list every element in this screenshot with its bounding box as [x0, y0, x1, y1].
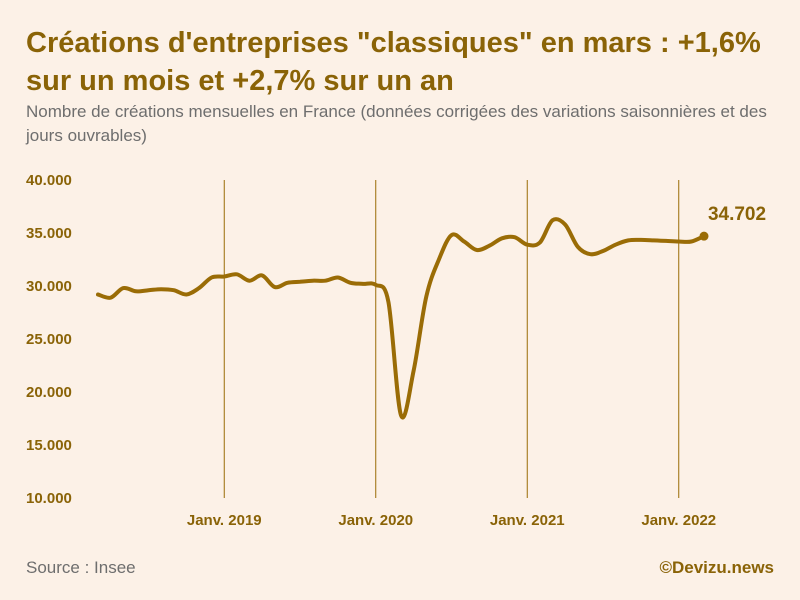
x-tick-label: Janv. 2022 [641, 512, 716, 529]
x-tick-label: Janv. 2021 [490, 512, 565, 529]
credit-logo: ©Devizu.news [659, 558, 774, 577]
y-tick-label: 30.000 [26, 278, 72, 295]
gridlines [223, 180, 680, 498]
y-tick-label: 15.000 [26, 437, 72, 454]
y-tick-label: 10.000 [26, 490, 72, 507]
axis-labels: Janv. 2019 Janv. 2020 Janv. 2021 Janv. 2022… [26, 172, 716, 529]
y-tick-label: 20.000 [26, 384, 72, 401]
y-tick-label: 35.000 [26, 225, 72, 242]
y-tick-label: 40.000 [26, 172, 72, 189]
y-tick-label: 25.000 [26, 331, 72, 348]
x-tick-label: Janv. 2020 [338, 512, 413, 529]
series-line [96, 217, 706, 420]
source-note: Source : Insee [26, 558, 136, 577]
series-layer: 34.702 [96, 204, 766, 420]
last-point-marker [699, 231, 709, 241]
x-tick-label: Janv. 2019 [187, 512, 262, 529]
chart-title: Créations d'entreprises "classiques" en … [26, 27, 761, 97]
chart-subtitle: Nombre de créations mensuelles en France… [26, 102, 767, 145]
last-point-label: 34.702 [708, 204, 766, 225]
